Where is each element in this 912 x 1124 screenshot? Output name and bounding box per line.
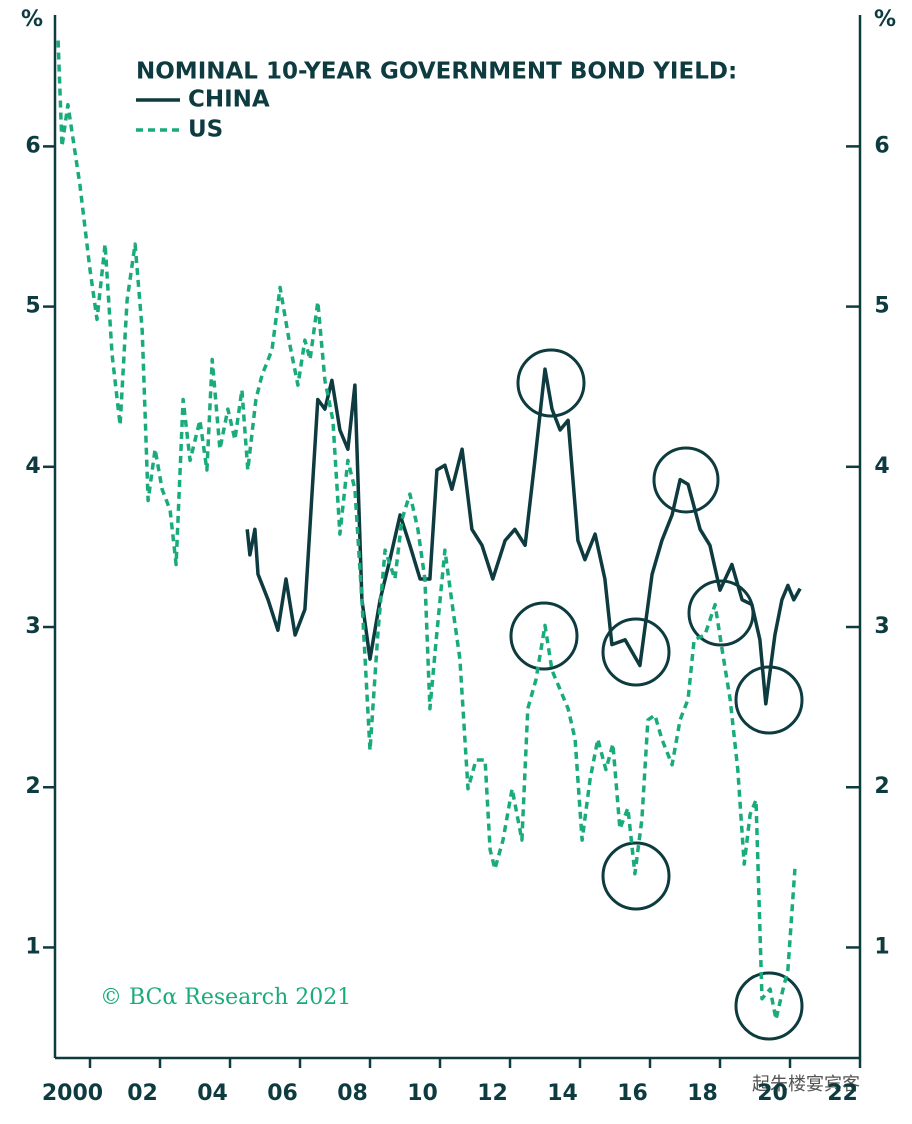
x-tick-label: 08 [337, 1081, 368, 1106]
circle [652, 446, 720, 514]
y-tick-label: 6 [25, 133, 40, 158]
y2-tick-label: 4 [874, 454, 889, 479]
series-line [245, 367, 802, 706]
circle [734, 971, 804, 1041]
y-tick-label: 5 [25, 294, 40, 319]
x-tick-label: 04 [197, 1081, 228, 1106]
y-tick-label: 3 [25, 614, 40, 639]
y-tick-label: 4 [25, 454, 40, 479]
x-tick-label: 2000 [42, 1081, 103, 1106]
y2-axis-label: % [874, 7, 896, 32]
y2-tick-label: 6 [874, 133, 889, 158]
x-tick-label: 10 [407, 1081, 438, 1106]
y2-tick-label: 1 [874, 934, 889, 959]
x-tick-label: 22 [827, 1081, 858, 1106]
circle [516, 348, 586, 418]
annotation-circles [509, 348, 804, 1041]
source: © BCα Research 2021 [100, 985, 351, 1010]
x-tick-label: 14 [547, 1081, 578, 1106]
y-axis-label: % [21, 7, 43, 32]
x-tick-label: 20 [757, 1081, 788, 1106]
y2-tick-label: 2 [874, 774, 889, 799]
x-tick-label: 16 [617, 1081, 648, 1106]
x-tick-label: 06 [267, 1081, 298, 1106]
legend-label: CHINA [188, 87, 270, 113]
circle [509, 601, 579, 671]
circle [601, 841, 671, 911]
legend-label: US [188, 117, 223, 143]
y2-tick-label: 5 [874, 294, 889, 319]
y2-tick-label: 3 [874, 614, 889, 639]
x-tick-label: 02 [127, 1081, 158, 1106]
y-tick-label: 2 [25, 774, 40, 799]
series-line [56, 40, 797, 1022]
chart-title: NOMINAL 10-YEAR GOVERNMENT BOND YIELD: [136, 59, 737, 85]
x-tick-label: 18 [687, 1081, 718, 1106]
watermark: 起朱楼宴宾客 [752, 1073, 860, 1095]
circle [601, 617, 671, 687]
y-tick-label: 1 [25, 934, 40, 959]
x-tick-label: 12 [477, 1081, 508, 1106]
